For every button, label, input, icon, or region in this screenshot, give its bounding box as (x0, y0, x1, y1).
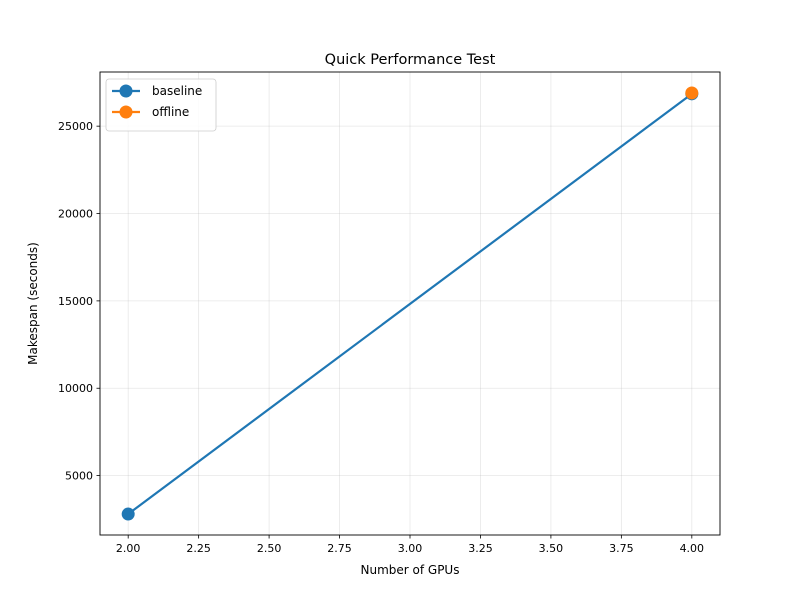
x-tick-label: 3.00 (398, 542, 423, 555)
y-tick-label: 10000 (58, 382, 93, 395)
legend-marker-offline (119, 105, 133, 119)
y-tick-label: 25000 (58, 120, 93, 133)
x-tick-label: 3.25 (468, 542, 493, 555)
x-tick-label: 3.75 (609, 542, 634, 555)
y-tick-label: 20000 (58, 208, 93, 221)
x-tick-label: 2.75 (327, 542, 352, 555)
y-tick-label: 5000 (65, 470, 93, 483)
data-point-baseline (121, 507, 135, 521)
legend-label-offline: offline (152, 105, 189, 119)
x-tick-label: 4.00 (680, 542, 705, 555)
x-tick-label: 2.25 (186, 542, 211, 555)
x-tick-label: 2.50 (257, 542, 282, 555)
plot-frame (99, 71, 721, 536)
plot-area (121, 86, 699, 521)
data-point-offline (685, 86, 699, 100)
legend-label-baseline: baseline (152, 84, 202, 98)
legend-marker-baseline (119, 84, 133, 98)
y-tick-label: 15000 (58, 295, 93, 308)
chart-title: Quick Performance Test (325, 52, 496, 68)
legend: baseline offline (105, 78, 217, 132)
series-line-baseline (127, 92, 693, 515)
ticks: 2.00 2.25 2.50 2.75 3.00 3.25 3.50 3.75 4.00 5000… (58, 120, 704, 555)
y-axis-label: Makespan (seconds) (26, 242, 40, 365)
x-tick-label: 3.50 (539, 542, 564, 555)
x-axis-label: Number of GPUs (361, 563, 460, 577)
x-tick-label: 2.00 (116, 542, 141, 555)
